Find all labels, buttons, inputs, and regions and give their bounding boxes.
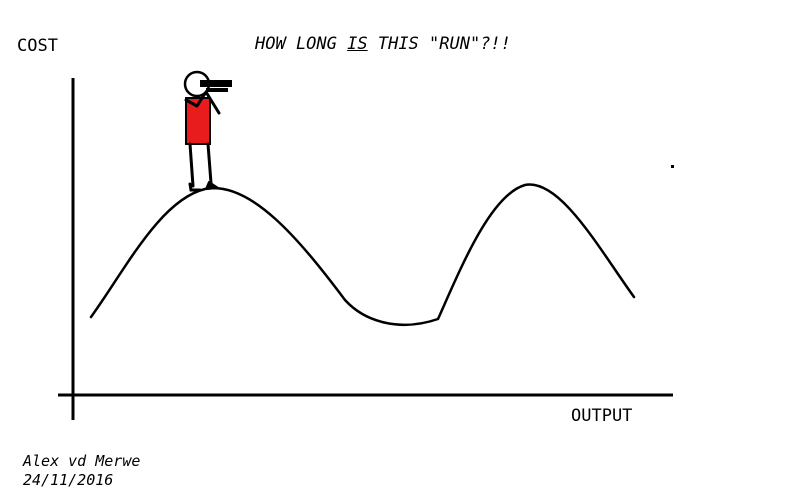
title-emphasis: IS bbox=[347, 34, 368, 54]
diagram-title: HOW LONG IS THIS "RUN"?!! bbox=[255, 34, 511, 54]
stick-figure bbox=[183, 70, 232, 192]
figure-leg-left bbox=[188, 142, 195, 188]
figure-leg-right bbox=[206, 142, 213, 185]
title-part-2: THIS "RUN"?!! bbox=[367, 34, 511, 54]
y-axis-label: COST bbox=[17, 36, 58, 56]
x-axis-label: OUTPUT bbox=[571, 406, 633, 426]
telescope-eyepiece bbox=[206, 88, 228, 92]
author-date: 24/11/2016 bbox=[23, 471, 114, 489]
author-credit: Alex vd Merwe 24/11/2016 bbox=[23, 452, 140, 490]
telescope-icon bbox=[200, 80, 232, 87]
figure-foot-right bbox=[205, 181, 219, 190]
title-part-1: HOW LONG bbox=[255, 34, 348, 54]
cost-curve bbox=[89, 183, 636, 326]
figure-foot-left bbox=[188, 182, 202, 192]
stray-dot bbox=[671, 165, 674, 168]
figure-arm bbox=[184, 90, 221, 115]
author-name: Alex vd Merwe bbox=[23, 452, 141, 470]
